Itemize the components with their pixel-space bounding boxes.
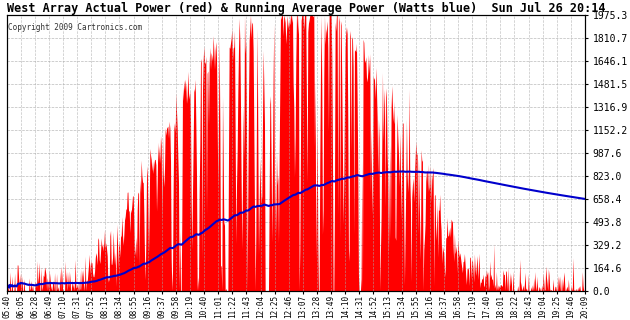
Text: Copyright 2009 Cartronics.com: Copyright 2009 Cartronics.com: [8, 23, 142, 32]
Text: West Array Actual Power (red) & Running Average Power (Watts blue)  Sun Jul 26 2: West Array Actual Power (red) & Running …: [6, 2, 605, 15]
